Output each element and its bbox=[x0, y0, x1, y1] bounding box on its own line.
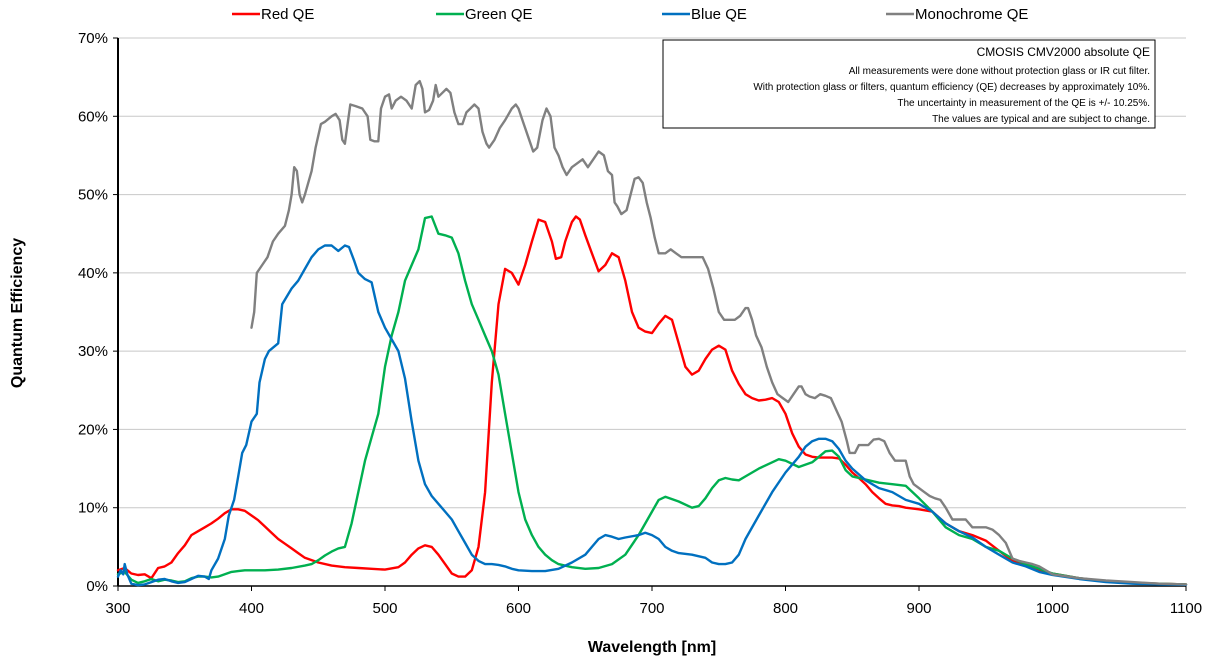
y-tick-label: 30% bbox=[78, 343, 108, 360]
x-tick-label: 800 bbox=[773, 600, 798, 617]
x-tick-label: 300 bbox=[105, 600, 130, 617]
series-line-green-qe bbox=[116, 215, 1188, 586]
x-tick-label: 700 bbox=[639, 600, 664, 617]
legend-label-monochrome-qe: Monochrome QE bbox=[915, 6, 1028, 23]
x-tick-label: 1000 bbox=[1036, 600, 1069, 617]
y-tick-label: 10% bbox=[78, 500, 108, 517]
series-line-red-qe bbox=[116, 215, 1188, 586]
y-tick-label: 0% bbox=[86, 578, 108, 595]
x-tick-labels: 300 400 500 600 700 800 900 1000 1100 bbox=[105, 600, 1202, 617]
x-tick-label: 1100 bbox=[1170, 600, 1202, 617]
annotation-line-1: CMOSIS CMV2000 absolute QE bbox=[977, 45, 1150, 59]
y-tick-label: 40% bbox=[78, 265, 108, 282]
y-tick-labels: 0% 10% 20% 30% 40% 50% 60% 70% bbox=[78, 30, 108, 595]
series-line-blue-qe bbox=[116, 244, 1188, 587]
annotation-line-3: With protection glass or filters, quantu… bbox=[753, 82, 1150, 93]
y-tick-label: 20% bbox=[78, 421, 108, 438]
annotation-box: CMOSIS CMV2000 absolute QE All measureme… bbox=[662, 39, 1156, 129]
legend-label-green-qe: Green QE bbox=[465, 6, 533, 23]
x-tick-label: 900 bbox=[906, 600, 931, 617]
legend-label-blue-qe: Blue QE bbox=[691, 6, 747, 23]
legend-label-red-qe: Red QE bbox=[261, 6, 314, 23]
x-tick-label: 600 bbox=[506, 600, 531, 617]
y-tick-label: 60% bbox=[78, 108, 108, 125]
axes bbox=[113, 37, 1187, 591]
x-tick-label: 500 bbox=[372, 600, 397, 617]
y-tick-label: 50% bbox=[78, 187, 108, 204]
annotation-line-4: The uncertainty in measurement of the QE… bbox=[897, 98, 1150, 109]
x-axis-title: Wavelength [nm] bbox=[588, 639, 716, 656]
annotation-frame bbox=[662, 39, 1156, 129]
series-lines bbox=[116, 79, 1188, 587]
y-axis-title: Quantum Efficiency bbox=[9, 238, 26, 388]
legend: Red QE Green QE Blue QE Monochrome QE bbox=[232, 6, 1028, 23]
x-tick-label: 400 bbox=[239, 600, 264, 617]
y-tick-label: 70% bbox=[78, 30, 108, 47]
gridlines bbox=[118, 37, 1186, 509]
annotation-line-2: All measurements were done without prote… bbox=[849, 66, 1150, 77]
annotation-line-5: The values are typical and are subject t… bbox=[932, 114, 1150, 125]
series-line-monochrome-qe bbox=[250, 79, 1188, 586]
